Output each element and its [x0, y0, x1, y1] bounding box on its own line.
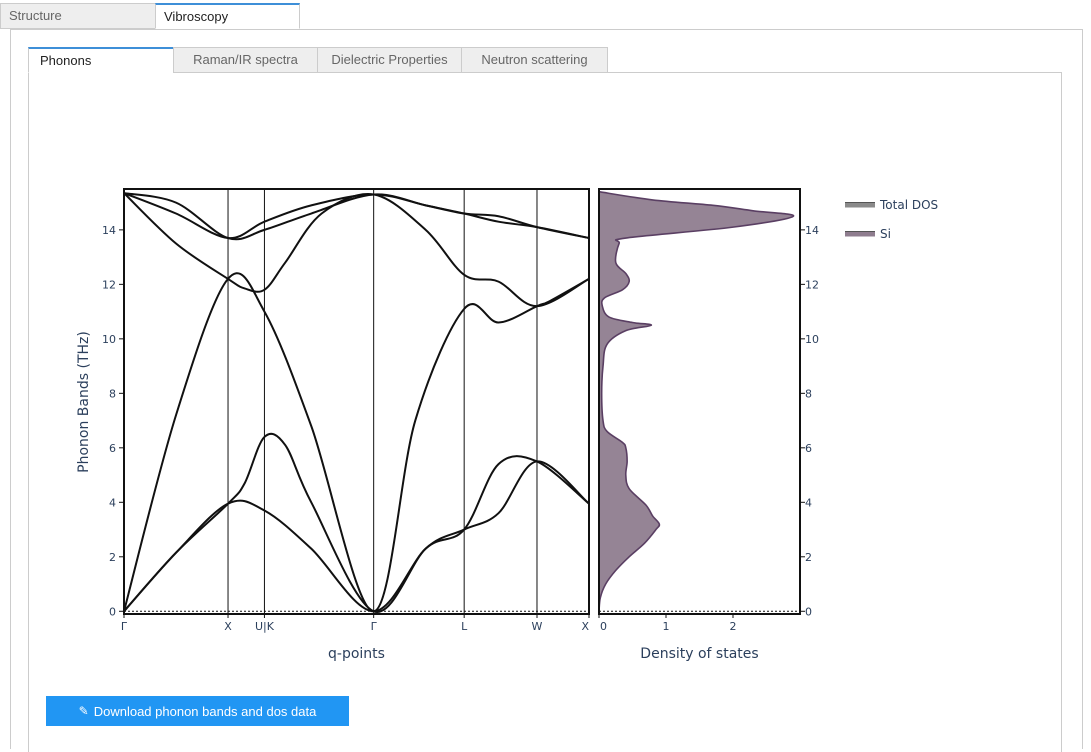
band-y-tick-label: 12: [102, 278, 116, 291]
phonon-band-line: [124, 272, 589, 613]
band-y-tick-label: 4: [109, 496, 116, 509]
dos-y-tick-label: 4: [805, 496, 812, 509]
legend-label: Si: [880, 227, 891, 241]
dos-x-tick-label: 0: [600, 620, 607, 633]
dos-y-tick-label: 8: [805, 387, 812, 400]
dos-y-tick-label: 12: [805, 278, 819, 291]
qpoint-label: W: [532, 620, 543, 633]
phonon-band-line: [124, 192, 589, 240]
phonon-band-line: [124, 432, 589, 613]
band-y-tick-label: 0: [109, 605, 116, 618]
band-y-tick-label: 14: [102, 224, 116, 237]
qpoint-label: X: [581, 620, 589, 633]
dos-x-tick-label: 1: [663, 620, 670, 633]
band-y-tick-label: 6: [109, 442, 116, 455]
tab-raman-ir-spectra[interactable]: Raman/IR spectra: [173, 47, 318, 73]
qpoint-label: X: [224, 620, 232, 633]
dos-y-tick-label: 14: [805, 224, 819, 237]
dos-y-tick-label: 2: [805, 551, 812, 564]
band-y-tick-label: 2: [109, 551, 116, 564]
download-button-label: Download phonon bands and dos data: [93, 703, 317, 719]
dos-y-tick-label: 6: [805, 442, 812, 455]
pencil-icon: ✎: [78, 704, 89, 718]
legend-label: Total DOS: [879, 198, 938, 212]
phonon-band-line: [124, 192, 589, 308]
tab-vibroscopy[interactable]: Vibroscopy: [155, 3, 300, 29]
qpoint-label: U|K: [255, 620, 275, 633]
band-series-group: [124, 192, 589, 613]
dos-x-axis-title: Density of states: [640, 646, 758, 662]
band-y-tick-label: 8: [109, 387, 116, 400]
phonon-band-line: [124, 192, 589, 241]
band-y-tick-label: 10: [102, 333, 116, 346]
dos-line-si: [599, 190, 795, 612]
download-button[interactable]: ✎ Download phonon bands and dos data: [46, 696, 349, 726]
qpoint-label: Γ: [371, 620, 378, 633]
dos-y-tick-label: 0: [805, 605, 812, 618]
band-y-axis-title: Phonon Bands (THz): [76, 331, 92, 473]
dos-area-si: [599, 191, 794, 612]
qpoint-label: Γ: [121, 620, 128, 633]
tab-neutron-scattering[interactable]: Neutron scattering: [461, 47, 608, 73]
band-frame: [123, 188, 590, 615]
tab-structure[interactable]: Structure: [0, 3, 156, 29]
dos-y-tick-label: 10: [805, 333, 819, 346]
tab-dielectric-properties[interactable]: Dielectric Properties: [317, 47, 462, 73]
vibroscopy-panel: [10, 29, 1083, 749]
dos-x-tick-label: 2: [730, 620, 737, 633]
qpoint-label: L: [461, 620, 468, 633]
band-x-axis-title: q-points: [328, 646, 385, 662]
dos-series-group: [599, 190, 795, 612]
dos-frame: [598, 188, 801, 615]
